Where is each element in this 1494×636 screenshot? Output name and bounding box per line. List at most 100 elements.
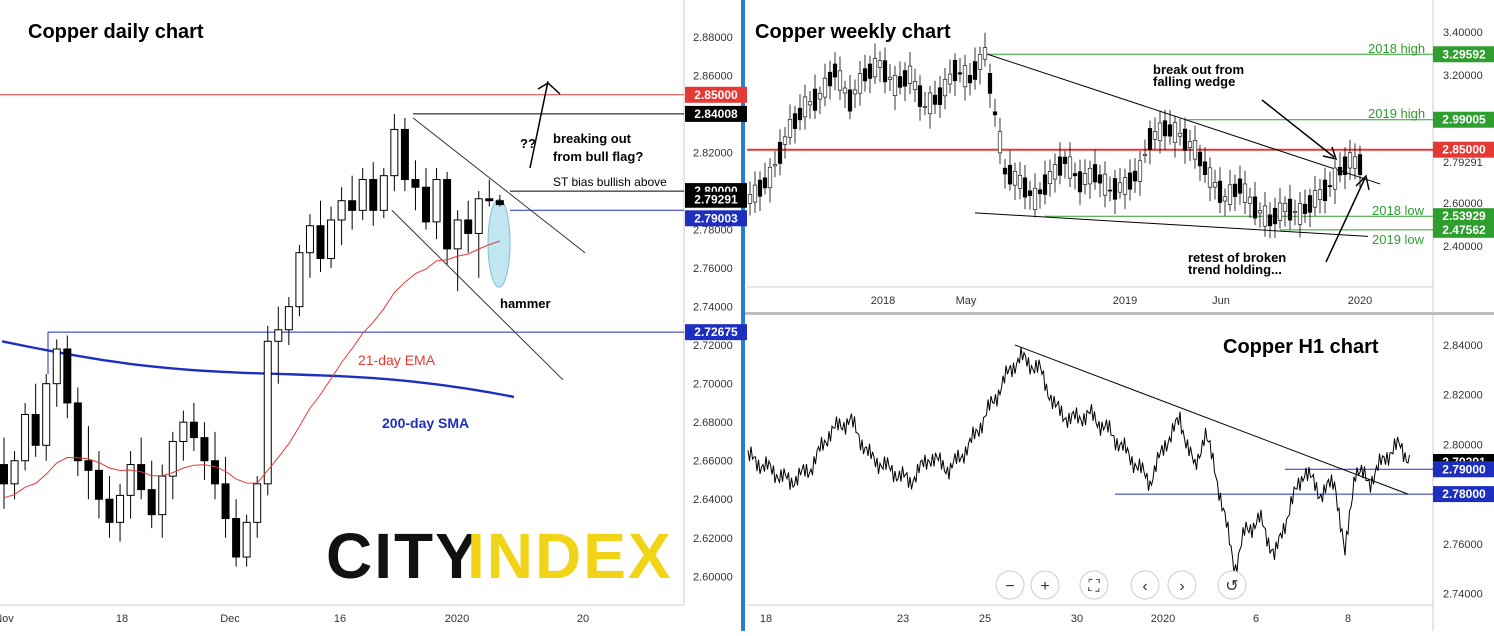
- weekly-candle-body: [1182, 128, 1188, 151]
- label-2019-high: 2019 high: [1368, 106, 1425, 121]
- daily-candle-body: [327, 219, 336, 259]
- daily-price-tag-bg: [685, 210, 747, 227]
- daily-y-tick: 2.64000: [693, 494, 733, 506]
- weekly-candle-body: [1102, 173, 1108, 196]
- weekly-y-tick: 3.20000: [1443, 70, 1483, 82]
- weekly-candle-body: [1052, 164, 1058, 180]
- daily-y-tick: 2.62000: [693, 533, 733, 545]
- weekly-candle-body: [1022, 177, 1028, 198]
- weekly-price-tag: 2.47562: [1442, 223, 1486, 237]
- weekly-candle-body: [1162, 120, 1168, 137]
- weekly-price-tag-bg: [1433, 141, 1494, 158]
- weekly-candle-body: [1167, 124, 1173, 137]
- weekly-candle-body: [1197, 151, 1203, 167]
- zoom-out-button[interactable]: −: [995, 570, 1025, 600]
- weekly-x-tick: Jun: [1212, 295, 1230, 307]
- weekly-candle-body: [1262, 205, 1268, 227]
- retest-label-line1: retest of broken: [1188, 250, 1286, 265]
- weekly-candle-body: [1227, 184, 1233, 205]
- daily-y-tick: 2.78000: [693, 225, 733, 237]
- weekly-title: Copper weekly chart: [755, 21, 951, 43]
- scroll-forward-button[interactable]: ›: [1167, 570, 1197, 600]
- weekly-price-tag-bg: [1433, 46, 1494, 63]
- weekly-candle-body: [747, 194, 753, 204]
- weekly-candle-body: [907, 65, 913, 84]
- weekly-candle-body: [1087, 167, 1093, 185]
- weekly-candle-body: [1347, 152, 1353, 169]
- daily-candle-body: [411, 179, 420, 188]
- weekly-candle-body: [1002, 167, 1008, 175]
- weekly-candle-body: [882, 60, 888, 83]
- weekly-candle-body: [1202, 161, 1208, 176]
- daily-y-tick: 2.72000: [693, 340, 733, 352]
- weekly-candle-body: [937, 87, 943, 105]
- daily-candle-body: [379, 175, 388, 211]
- panel-divider-horizontal: [745, 312, 1494, 315]
- weekly-candle-body: [827, 71, 833, 87]
- label-2018-high: 2018 high: [1368, 41, 1425, 56]
- ema-21-line: [3, 240, 501, 499]
- weekly-candle-body: [942, 79, 948, 97]
- daily-candle-body: [422, 186, 430, 223]
- weekly-candle-body: [887, 76, 893, 80]
- weekly-candle-body: [927, 92, 933, 115]
- daily-chart: 2.880002.860002.840002.820002.800002.780…: [0, 32, 747, 625]
- h1-price-tag-bg: [1433, 461, 1494, 478]
- weekly-candle-body: [782, 136, 788, 145]
- weekly-candle-body: [1082, 173, 1088, 185]
- reset-button[interactable]: ↺: [1217, 570, 1247, 600]
- weekly-y-tick: 2.79291: [1443, 157, 1483, 169]
- wedge-lower-line: [974, 212, 1369, 237]
- question-marks: ??: [520, 136, 536, 151]
- weekly-x-tick: 2018: [871, 295, 895, 307]
- weekly-candle-body: [962, 65, 968, 88]
- daily-candle-body: [253, 483, 262, 523]
- weekly-price-tag-bg: [1433, 111, 1494, 128]
- zoom-out-icon: −: [1005, 578, 1014, 595]
- daily-candle-body: [42, 383, 51, 446]
- weekly-candle-body: [1352, 156, 1358, 169]
- weekly-candle-body: [1027, 190, 1033, 196]
- weekly-price-tag: 2.99005: [1442, 113, 1486, 127]
- daily-candle-body: [390, 128, 399, 177]
- weekly-x-tick: May: [956, 295, 977, 307]
- bull-flag-label-line2: from bull flag?: [553, 149, 643, 164]
- daily-candle-body: [0, 464, 8, 485]
- weekly-candle-body: [1282, 203, 1288, 212]
- daily-y-tick: 2.74000: [693, 302, 733, 314]
- daily-candle-body: [485, 198, 494, 202]
- daily-candle-body: [358, 179, 367, 211]
- weekly-candle-body: [897, 76, 903, 88]
- weekly-candle-body: [757, 179, 763, 197]
- weekly-candle-body: [877, 60, 883, 68]
- flag-channel-top: [412, 117, 586, 254]
- weekly-candle-body: [1187, 141, 1193, 148]
- daily-candle-body: [21, 413, 30, 462]
- scroll-back-button[interactable]: ‹: [1130, 570, 1160, 600]
- weekly-candle-body: [892, 75, 898, 96]
- weekly-price-tag: 2.85000: [1442, 143, 1486, 157]
- weekly-candle-body: [917, 85, 923, 108]
- weekly-candle-body: [992, 111, 998, 116]
- weekly-candle-body: [797, 107, 803, 121]
- fit-screen-button[interactable]: ⛶: [1079, 570, 1109, 600]
- wedge-arrow-head: [1322, 146, 1338, 161]
- weekly-candle-body: [982, 47, 988, 60]
- weekly-candle-body: [1297, 203, 1303, 225]
- ema-label: 21-day EMA: [358, 352, 436, 368]
- weekly-candle-body: [1057, 156, 1063, 176]
- weekly-candle-body: [1342, 156, 1348, 175]
- h1-chart: 2.84000 2.82000 2.80000 2.76000 2.74000 18 23 2…: [747, 340, 1494, 625]
- daily-candle-body: [73, 402, 82, 462]
- weekly-candle-body: [1287, 198, 1293, 221]
- zoom-in-button[interactable]: +: [1030, 570, 1060, 600]
- daily-candle-body: [63, 348, 72, 404]
- weekly-candle-body: [762, 177, 768, 189]
- weekly-candle-body: [1317, 189, 1323, 200]
- daily-y-tick: 2.70000: [693, 379, 733, 391]
- weekly-candle-body: [752, 184, 758, 203]
- weekly-candle-body: [1237, 178, 1243, 194]
- breakout-arrow-line: [529, 81, 549, 169]
